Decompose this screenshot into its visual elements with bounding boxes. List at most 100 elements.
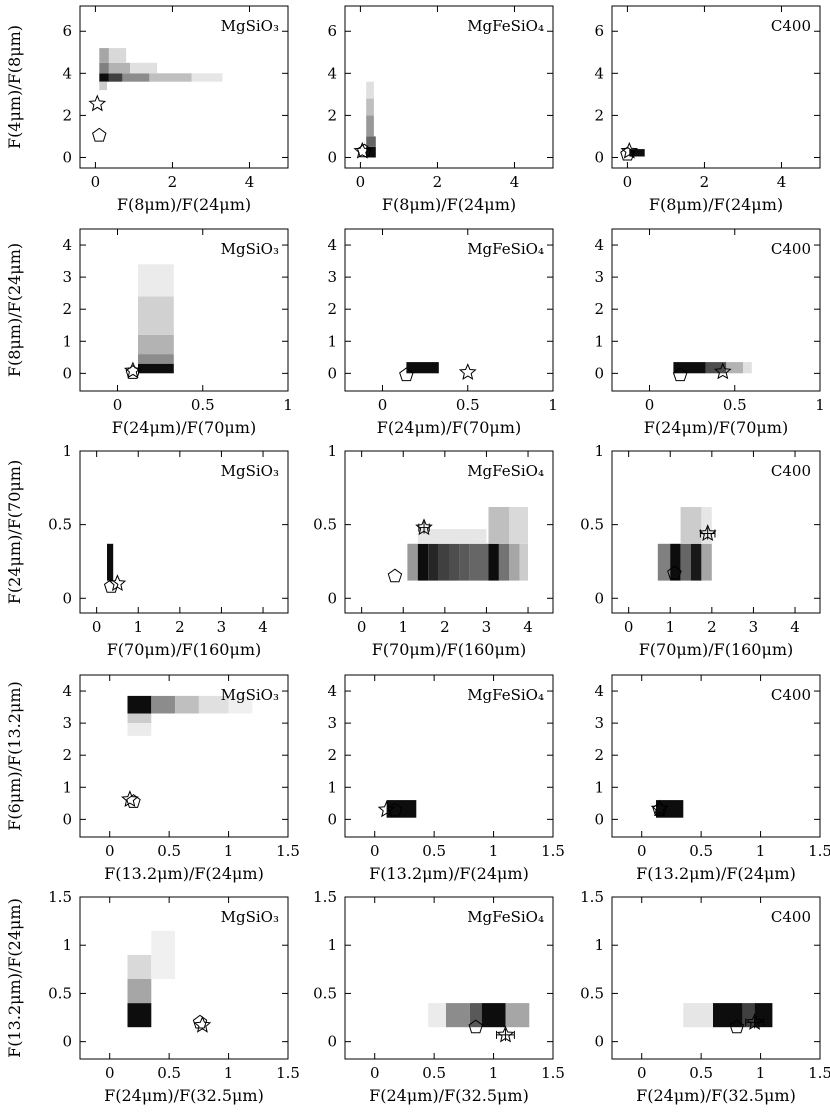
x-axis-label: F(24μm)/F(32.5μm) — [104, 1086, 264, 1105]
panel-label: C400 — [771, 17, 811, 35]
y-tick-label: 0.5 — [580, 984, 604, 1002]
x-axis-label: F(24μm)/F(32.5μm) — [636, 1086, 796, 1105]
y-tick-label: 0 — [594, 148, 604, 166]
y-tick-label: 0 — [62, 810, 72, 828]
density-cell — [743, 362, 752, 374]
density-cell — [149, 73, 192, 82]
density-cell — [469, 543, 489, 581]
y-tick-label: 4 — [62, 64, 72, 82]
x-axis-label: F(24μm)/F(70μm) — [112, 418, 256, 437]
density-cell — [691, 543, 702, 581]
density-map — [123, 264, 174, 379]
pentagon-marker — [387, 568, 403, 583]
density-cell — [417, 529, 487, 544]
x-tick-label: 1 — [283, 396, 293, 414]
y-tick-label: 2 — [62, 300, 72, 318]
panel-label: MgFeSiO₄ — [467, 462, 544, 480]
y-tick-label: 0 — [62, 589, 72, 607]
density-cell — [366, 136, 376, 147]
x-tick-label: 2 — [707, 618, 717, 636]
panel-label: C400 — [771, 462, 811, 480]
y-tick-label: 0 — [327, 364, 337, 382]
plot-frame — [344, 450, 554, 614]
x-tick-label: 0.5 — [191, 396, 215, 414]
x-axis-label: F(70μm)/F(160μm) — [372, 640, 527, 659]
y-axis-label: F(4μm)/F(8μm) — [5, 25, 24, 149]
x-tick-label: 0 — [356, 173, 366, 191]
plot-frame — [344, 228, 554, 392]
density-cell — [366, 147, 376, 158]
y-tick-label: 0 — [327, 1033, 337, 1051]
density-map — [428, 1003, 530, 1043]
x-axis-label: F(13.2μm)/F(24μm) — [104, 864, 264, 883]
pentagon-marker — [399, 367, 414, 382]
x-tick-label: 1 — [548, 396, 558, 414]
panel-2-0: 0 1 2 3 4 0 0.5 1 F(70μm)/F(160μm) F(24μm)/F(70μm… — [5, 442, 289, 659]
density-cell — [138, 264, 174, 297]
star-marker — [108, 574, 127, 592]
panel-label: MgSiO₃ — [221, 686, 279, 704]
x-axis-label: F(24μm)/F(32.5μm) — [369, 1086, 529, 1105]
density-cell — [127, 713, 152, 724]
panel-3-0: 0 0.5 1 1.5 0 1 2 3 4 F(13.2μm)/F(24μm) F(6μm)/F(1… — [5, 674, 300, 883]
pentagon-marker — [620, 146, 635, 161]
y-tick-label: 0 — [594, 810, 604, 828]
density-cell — [127, 979, 152, 1004]
y-tick-label: 4 — [327, 236, 337, 254]
star-marker — [377, 800, 396, 818]
x-tick-label: 0.5 — [157, 1064, 181, 1082]
y-tick-label: 2 — [327, 746, 337, 764]
x-tick-label: 1 — [756, 842, 766, 860]
x-axis-label: F(13.2μm)/F(24μm) — [369, 864, 529, 883]
density-cell — [726, 362, 744, 374]
y-tick-label: 2 — [327, 106, 337, 124]
plot-frame — [611, 5, 821, 169]
density-cell — [198, 695, 229, 714]
density-cell — [151, 695, 176, 714]
panel-2-2: 0 1 2 3 4 0 0.5 1 F(70μm)/F(160μm) C400 — [580, 442, 821, 659]
pentagon-marker — [729, 1019, 745, 1034]
y-tick-label: 1.5 — [580, 888, 604, 906]
y-tick-label: 4 — [62, 236, 72, 254]
density-cell — [407, 543, 418, 581]
panel-label: MgFeSiO₄ — [467, 686, 544, 704]
density-cell — [629, 149, 645, 157]
panel-label: C400 — [771, 240, 811, 258]
y-tick-label: 1.5 — [48, 888, 72, 906]
x-axis-label: F(24μm)/F(70μm) — [377, 418, 521, 437]
x-tick-label: 2 — [168, 173, 178, 191]
y-tick-label: 0 — [327, 810, 337, 828]
y-tick-label: 3 — [327, 268, 337, 286]
density-cell — [657, 543, 671, 581]
panel-4-2: 0 0.5 1 1.5 0 0.5 1 1.5 F(24μm)/F(32.5μm) C400 — [580, 888, 830, 1105]
y-tick-label: 2 — [327, 300, 337, 318]
density-cell — [701, 543, 712, 581]
density-cell — [509, 507, 528, 544]
density-cell — [366, 81, 374, 99]
density-cell — [446, 1003, 470, 1028]
panel-3-2: 0 0.5 1 1.5 0 1 2 3 4 F(13.2μm)/F(24μm) C400 — [594, 674, 830, 883]
star-marker — [353, 141, 372, 159]
panel-2-1: 0 1 2 3 4 0 0.5 1 F(70μm)/F(160μm) MgFeSiO₄ — [313, 442, 554, 659]
panel-0-2: 0 2 4 0 2 4 6 F(8μm)/F(24μm) C400 — [594, 5, 821, 214]
density-cell — [498, 543, 510, 581]
y-axis-label: F(6μm)/F(13.2μm) — [5, 681, 24, 831]
density-cell — [459, 543, 470, 581]
y-tick-label: 0 — [62, 1033, 72, 1051]
x-tick-label: 1.5 — [541, 842, 565, 860]
x-tick-label: 4 — [523, 618, 533, 636]
x-tick-label: 0.5 — [422, 842, 446, 860]
y-tick-label: 3 — [62, 268, 72, 286]
x-tick-label: 0.5 — [422, 1064, 446, 1082]
pentagon-marker — [192, 1014, 208, 1029]
density-cell — [138, 363, 174, 374]
y-tick-label: 4 — [327, 682, 337, 700]
density-cell — [417, 543, 429, 581]
plot-frame — [611, 450, 821, 614]
density-cell — [488, 543, 499, 581]
x-axis-label: F(8μm)/F(24μm) — [382, 195, 516, 214]
pentagon-marker — [103, 578, 119, 593]
y-tick-label: 0.5 — [313, 984, 337, 1002]
y-tick-label: 4 — [327, 64, 337, 82]
x-tick-label: 0 — [105, 842, 115, 860]
